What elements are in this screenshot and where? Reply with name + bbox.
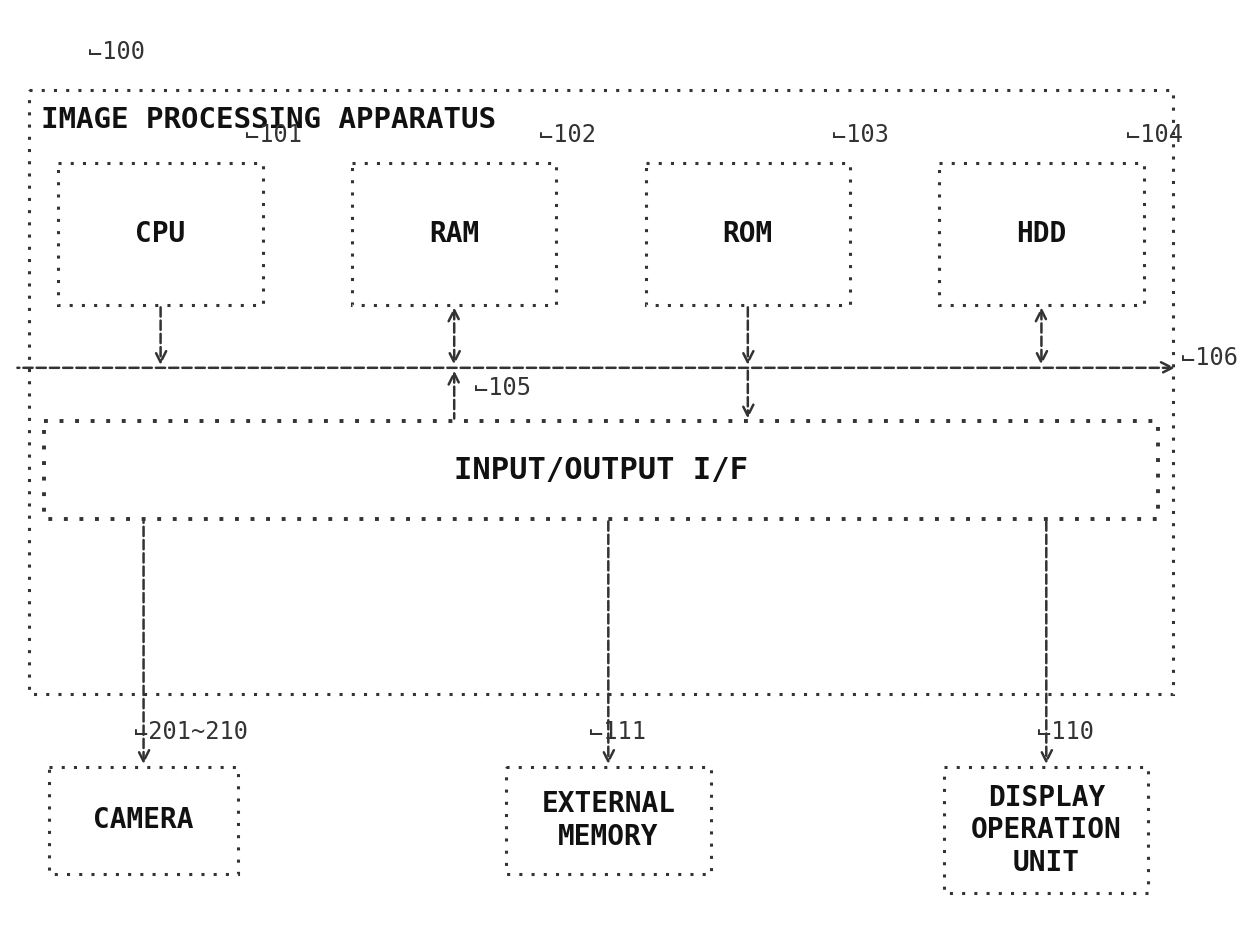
Text: ⌙106: ⌙106 — [1180, 347, 1238, 370]
Bar — [43, 421, 1158, 519]
Text: ⌙110: ⌙110 — [1037, 720, 1094, 744]
Text: ⌙102: ⌙102 — [539, 122, 596, 147]
Text: ROM: ROM — [723, 220, 773, 248]
Text: ⌙201~210: ⌙201~210 — [134, 720, 248, 744]
Bar — [48, 767, 238, 874]
Bar — [506, 767, 711, 874]
Text: RAM: RAM — [429, 220, 480, 248]
Bar — [939, 164, 1143, 305]
Text: CPU: CPU — [135, 220, 186, 248]
Bar — [646, 164, 849, 305]
Text: IMAGE PROCESSING APPARATUS: IMAGE PROCESSING APPARATUS — [41, 105, 496, 133]
Text: ⌙104: ⌙104 — [1126, 122, 1183, 147]
Bar — [944, 767, 1148, 893]
Text: ⌙103: ⌙103 — [832, 122, 889, 147]
Text: HDD: HDD — [1017, 220, 1066, 248]
Bar — [30, 90, 1173, 694]
Text: CAMERA: CAMERA — [93, 807, 193, 835]
Bar — [58, 164, 263, 305]
Text: ⌙111: ⌙111 — [589, 720, 646, 744]
Text: DISPLAY
OPERATION
UNIT: DISPLAY OPERATION UNIT — [971, 784, 1122, 876]
Text: EXTERNAL
MEMORY: EXTERNAL MEMORY — [542, 791, 676, 851]
Text: ⌙101: ⌙101 — [246, 122, 303, 147]
Text: ⌙100: ⌙100 — [88, 39, 145, 64]
Text: ⌙105: ⌙105 — [474, 376, 531, 399]
Text: INPUT/OUTPUT I/F: INPUT/OUTPUT I/F — [454, 456, 748, 484]
Bar — [352, 164, 557, 305]
